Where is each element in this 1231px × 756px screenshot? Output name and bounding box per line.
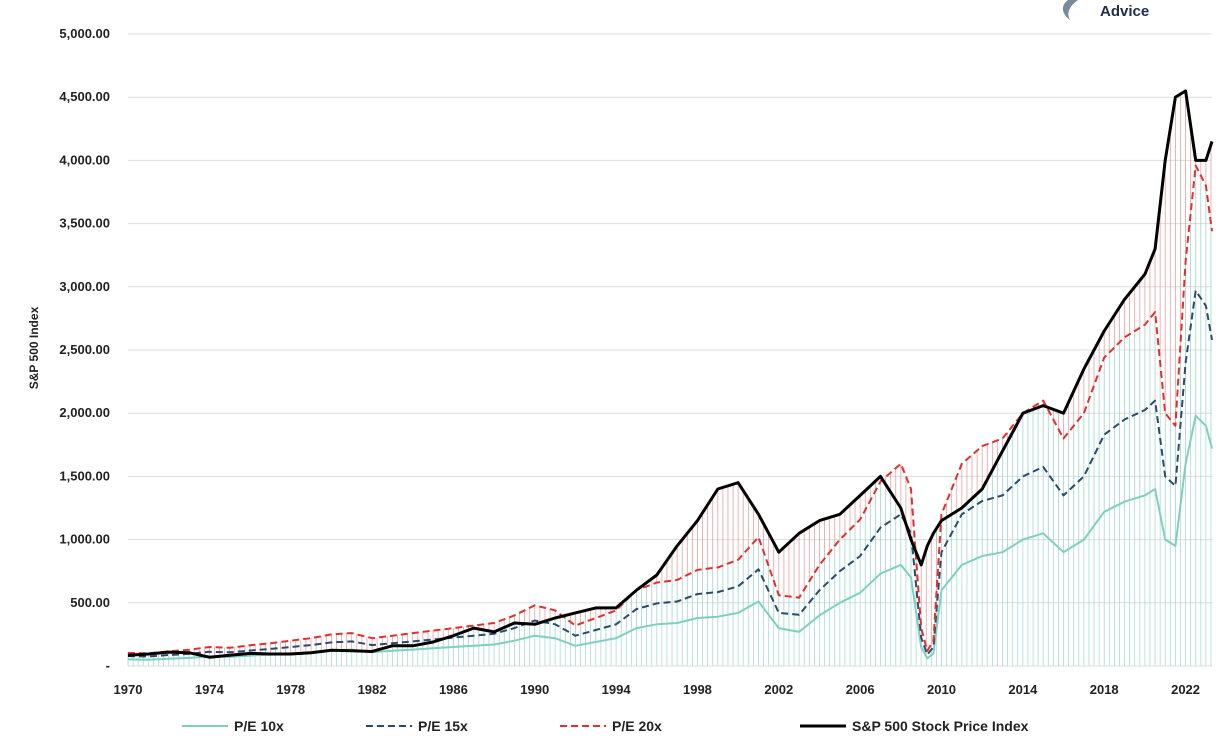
x-tick-label: 1986 [439,682,468,697]
y-tick-label: 500.00 [70,595,110,610]
legend: P/E 10x P/E 15x P/E 20x S&P 500 Stock Price… [182,718,1029,734]
y-tick-label: 4,500.00 [59,89,110,104]
y-tick-label: 2,000.00 [59,405,110,420]
y-tick-label: 1,000.00 [59,532,110,547]
x-tick-label: 1990 [520,682,549,697]
x-tick-label: 1978 [276,682,305,697]
x-tick-label: 2006 [846,682,875,697]
y-tick-label: 3,000.00 [59,279,110,294]
x-tick-label: 2002 [764,682,793,697]
x-tick-label: 1974 [195,682,225,697]
legend-label: P/E 10x [234,718,284,734]
logo: Advice [1062,0,1149,20]
x-tick-label: 1982 [358,682,387,697]
y-tick-label: 1,500.00 [59,468,110,483]
y-tick-label: 3,500.00 [59,216,110,231]
x-tick-label: 1998 [683,682,712,697]
series-line-p-e-20x [127,164,1213,655]
legend-label: P/E 15x [418,718,468,734]
logo-text: Advice [1100,3,1149,20]
drop-lines-layer [127,90,1212,666]
series-layer [127,89,1214,661]
x-tick-label: 2014 [1008,682,1038,697]
y-tick-label: 2,500.00 [59,342,110,357]
y-tick-label: 4,000.00 [59,152,110,167]
series-line-p-e-10x [127,414,1213,661]
logo-mark-icon [1062,0,1078,20]
series-line-p-e-15x [127,289,1213,658]
legend-label: S&P 500 Stock Price Index [852,718,1029,734]
x-tick-label: 1994 [602,682,632,697]
legend-label: P/E 20x [612,718,662,734]
y-tick-label: 5,000.00 [59,26,110,41]
y-tick-label: - [106,658,110,673]
axis-layer: - 500.00 1,000.00 1,500.00 2,000.00 2,500.00 3… [59,26,1200,697]
series-line-s-p-500-stock-price-index [127,89,1214,659]
x-tick-label: 1970 [114,682,143,697]
grid-layer [128,33,1212,667]
x-tick-label: 2010 [927,682,956,697]
x-tick-label: 2022 [1171,682,1200,697]
y-axis-label: S&P 500 Index [27,306,41,389]
x-tick-label: 2018 [1090,682,1119,697]
